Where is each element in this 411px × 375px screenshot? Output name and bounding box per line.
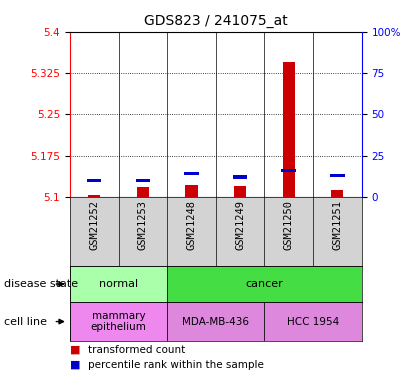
Bar — [70, 302, 167, 341]
Text: mammary
epithelium: mammary epithelium — [90, 311, 146, 332]
Bar — [282, 169, 296, 172]
Text: MDA-MB-436: MDA-MB-436 — [182, 316, 249, 327]
Bar — [137, 187, 149, 197]
Bar — [233, 176, 247, 179]
Bar — [283, 62, 295, 197]
Bar — [264, 302, 362, 341]
Bar — [234, 186, 246, 197]
Text: ■: ■ — [70, 345, 84, 355]
Text: normal: normal — [99, 279, 138, 289]
Bar — [87, 179, 102, 182]
Bar — [331, 190, 344, 197]
Bar — [184, 172, 199, 176]
Text: GSM21249: GSM21249 — [235, 200, 245, 250]
Text: cell line: cell line — [4, 316, 47, 327]
Bar — [330, 174, 345, 177]
Text: disease state: disease state — [4, 279, 78, 289]
Bar — [88, 195, 100, 197]
Bar — [167, 266, 362, 302]
Bar — [70, 266, 167, 302]
Text: GSM21250: GSM21250 — [284, 200, 294, 250]
Text: HCC 1954: HCC 1954 — [287, 316, 339, 327]
Text: GSM21252: GSM21252 — [89, 200, 99, 250]
Text: ■: ■ — [70, 360, 84, 370]
Bar — [167, 302, 264, 341]
Text: GSM21253: GSM21253 — [138, 200, 148, 250]
Text: GSM21248: GSM21248 — [187, 200, 196, 250]
Title: GDS823 / 241075_at: GDS823 / 241075_at — [144, 14, 288, 28]
Bar — [136, 179, 150, 182]
Text: GSM21251: GSM21251 — [332, 200, 342, 250]
Text: transformed count: transformed count — [88, 345, 186, 355]
Bar — [185, 185, 198, 197]
Text: percentile rank within the sample: percentile rank within the sample — [88, 360, 264, 370]
Text: cancer: cancer — [245, 279, 283, 289]
